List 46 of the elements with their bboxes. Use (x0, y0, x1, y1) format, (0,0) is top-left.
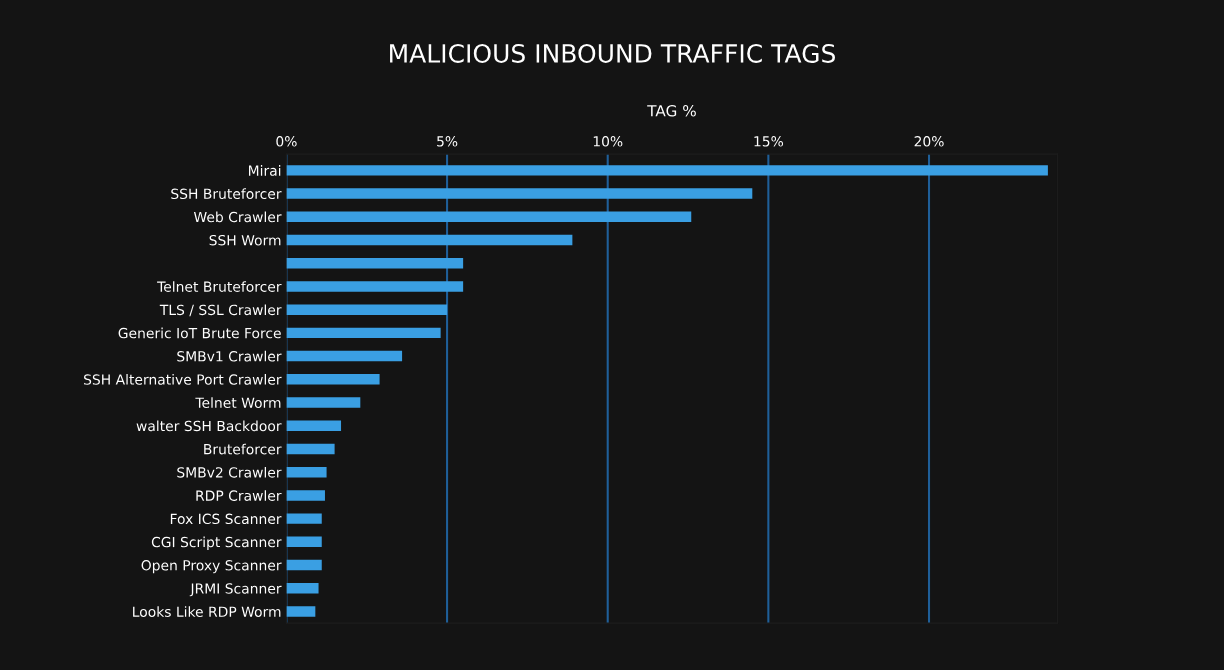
y-tick-label: SMBv1 Crawler (177, 350, 282, 362)
bar (286, 281, 464, 292)
y-tick-label: RDP Crawler (196, 490, 282, 501)
y-tick-label: JRMI Scanner (189, 583, 282, 597)
bar (286, 583, 319, 594)
bar (286, 350, 403, 362)
bar (286, 327, 441, 339)
bar (286, 397, 361, 408)
bar (286, 188, 753, 199)
bar (286, 490, 325, 501)
bar (286, 165, 1048, 176)
bar (286, 234, 573, 246)
bar (286, 536, 322, 548)
bar (286, 258, 464, 269)
chart-title: MALICIOUS INBOUND TRAFFIC TAGS (390, 43, 835, 63)
bar (286, 606, 316, 617)
x-tick-label: 15% (754, 136, 784, 147)
y-tick-label: Generic IoT Brute Force (118, 327, 281, 339)
bar (286, 304, 448, 315)
x-tick-label: 20% (914, 136, 944, 147)
y-tick-label: Bruteforcer (204, 443, 282, 455)
x-tick-label: 0% (276, 136, 297, 147)
bar (286, 513, 322, 524)
y-tick-label: TLS / SSL Crawler (159, 304, 282, 317)
y-tick-label: Telnet Bruteforcer (157, 281, 282, 292)
x-axis-title: TAG % (647, 105, 696, 117)
bar (286, 443, 335, 455)
bar (286, 466, 327, 478)
y-tick-label: Mirai (249, 165, 281, 176)
y-tick-label: Fox ICS Scanner (170, 513, 282, 525)
y-tick-label: Looks Like RDP Worm (133, 606, 281, 617)
bar (286, 420, 342, 431)
y-tick-label: Web Crawler (193, 211, 282, 223)
y-tick-label: Open Proxy Scanner (141, 560, 282, 574)
y-tick-label: SSH Bruteforcer (171, 188, 282, 200)
y-tick-label: Telnet Worm (195, 397, 281, 408)
y-tick-label: SMBv2 Crawler (177, 466, 282, 478)
y-tick-label: SSH Worm (209, 234, 281, 246)
y-tick-label: CGI Script Scanner (151, 536, 282, 550)
y-tick-label: SSH Alternative Port Crawler (84, 374, 282, 385)
y-tick-label: walter SSH Backdoor (136, 420, 282, 432)
x-tick-label: 10% (593, 136, 623, 147)
bar (286, 559, 322, 571)
x-tick-label: 5% (437, 136, 458, 147)
bar (286, 374, 380, 385)
bar (286, 211, 692, 223)
